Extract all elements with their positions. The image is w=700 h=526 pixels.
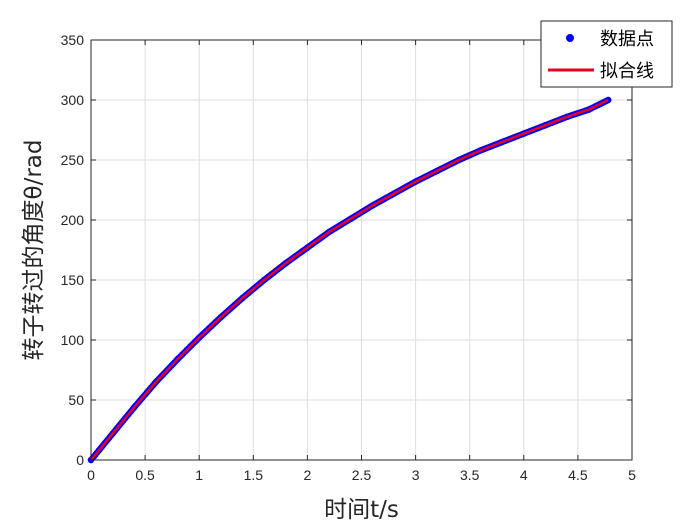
y-tick-label: 100 — [61, 332, 85, 348]
x-tick-label: 3.5 — [460, 467, 480, 483]
axis-ticks: 0 0.5 1 1.5 2 2.5 3 3.5 4 4.5 50501001502002503003… — [61, 32, 636, 483]
x-tick-label: 5 — [628, 467, 636, 483]
x-tick-label: 0 — [87, 467, 95, 483]
legend: 数据点 拟合线 — [540, 20, 673, 88]
y-tick-label: 250 — [61, 152, 85, 168]
y-tick-label: 150 — [61, 272, 85, 288]
plot-series — [87, 96, 612, 464]
legend-label-points: 数据点 — [600, 29, 654, 50]
y-tick-label: 300 — [61, 92, 85, 108]
legend-marker-points — [566, 34, 574, 42]
x-tick-label: 1.5 — [244, 467, 264, 483]
x-tick-label: 4.5 — [568, 467, 588, 483]
y-tick-label: 0 — [76, 452, 84, 468]
x-tick-label: 1 — [195, 467, 203, 483]
y-tick-label: 350 — [61, 32, 85, 48]
legend-box — [540, 20, 673, 88]
x-tick-label: 3 — [412, 467, 420, 483]
x-tick-label: 2.5 — [352, 467, 372, 483]
x-tick-label: 2 — [304, 467, 312, 483]
x-axis-label: 时间t/s — [324, 497, 399, 523]
y-tick-label: 50 — [68, 392, 84, 408]
y-tick-label: 200 — [61, 212, 85, 228]
x-tick-label: 0.5 — [135, 467, 155, 483]
legend-label-fit: 拟合线 — [600, 61, 654, 82]
y-axis-label: 转子转过的角度θ/rad — [21, 140, 47, 361]
x-tick-label: 4 — [520, 467, 528, 483]
fit-line — [90, 98, 609, 461]
